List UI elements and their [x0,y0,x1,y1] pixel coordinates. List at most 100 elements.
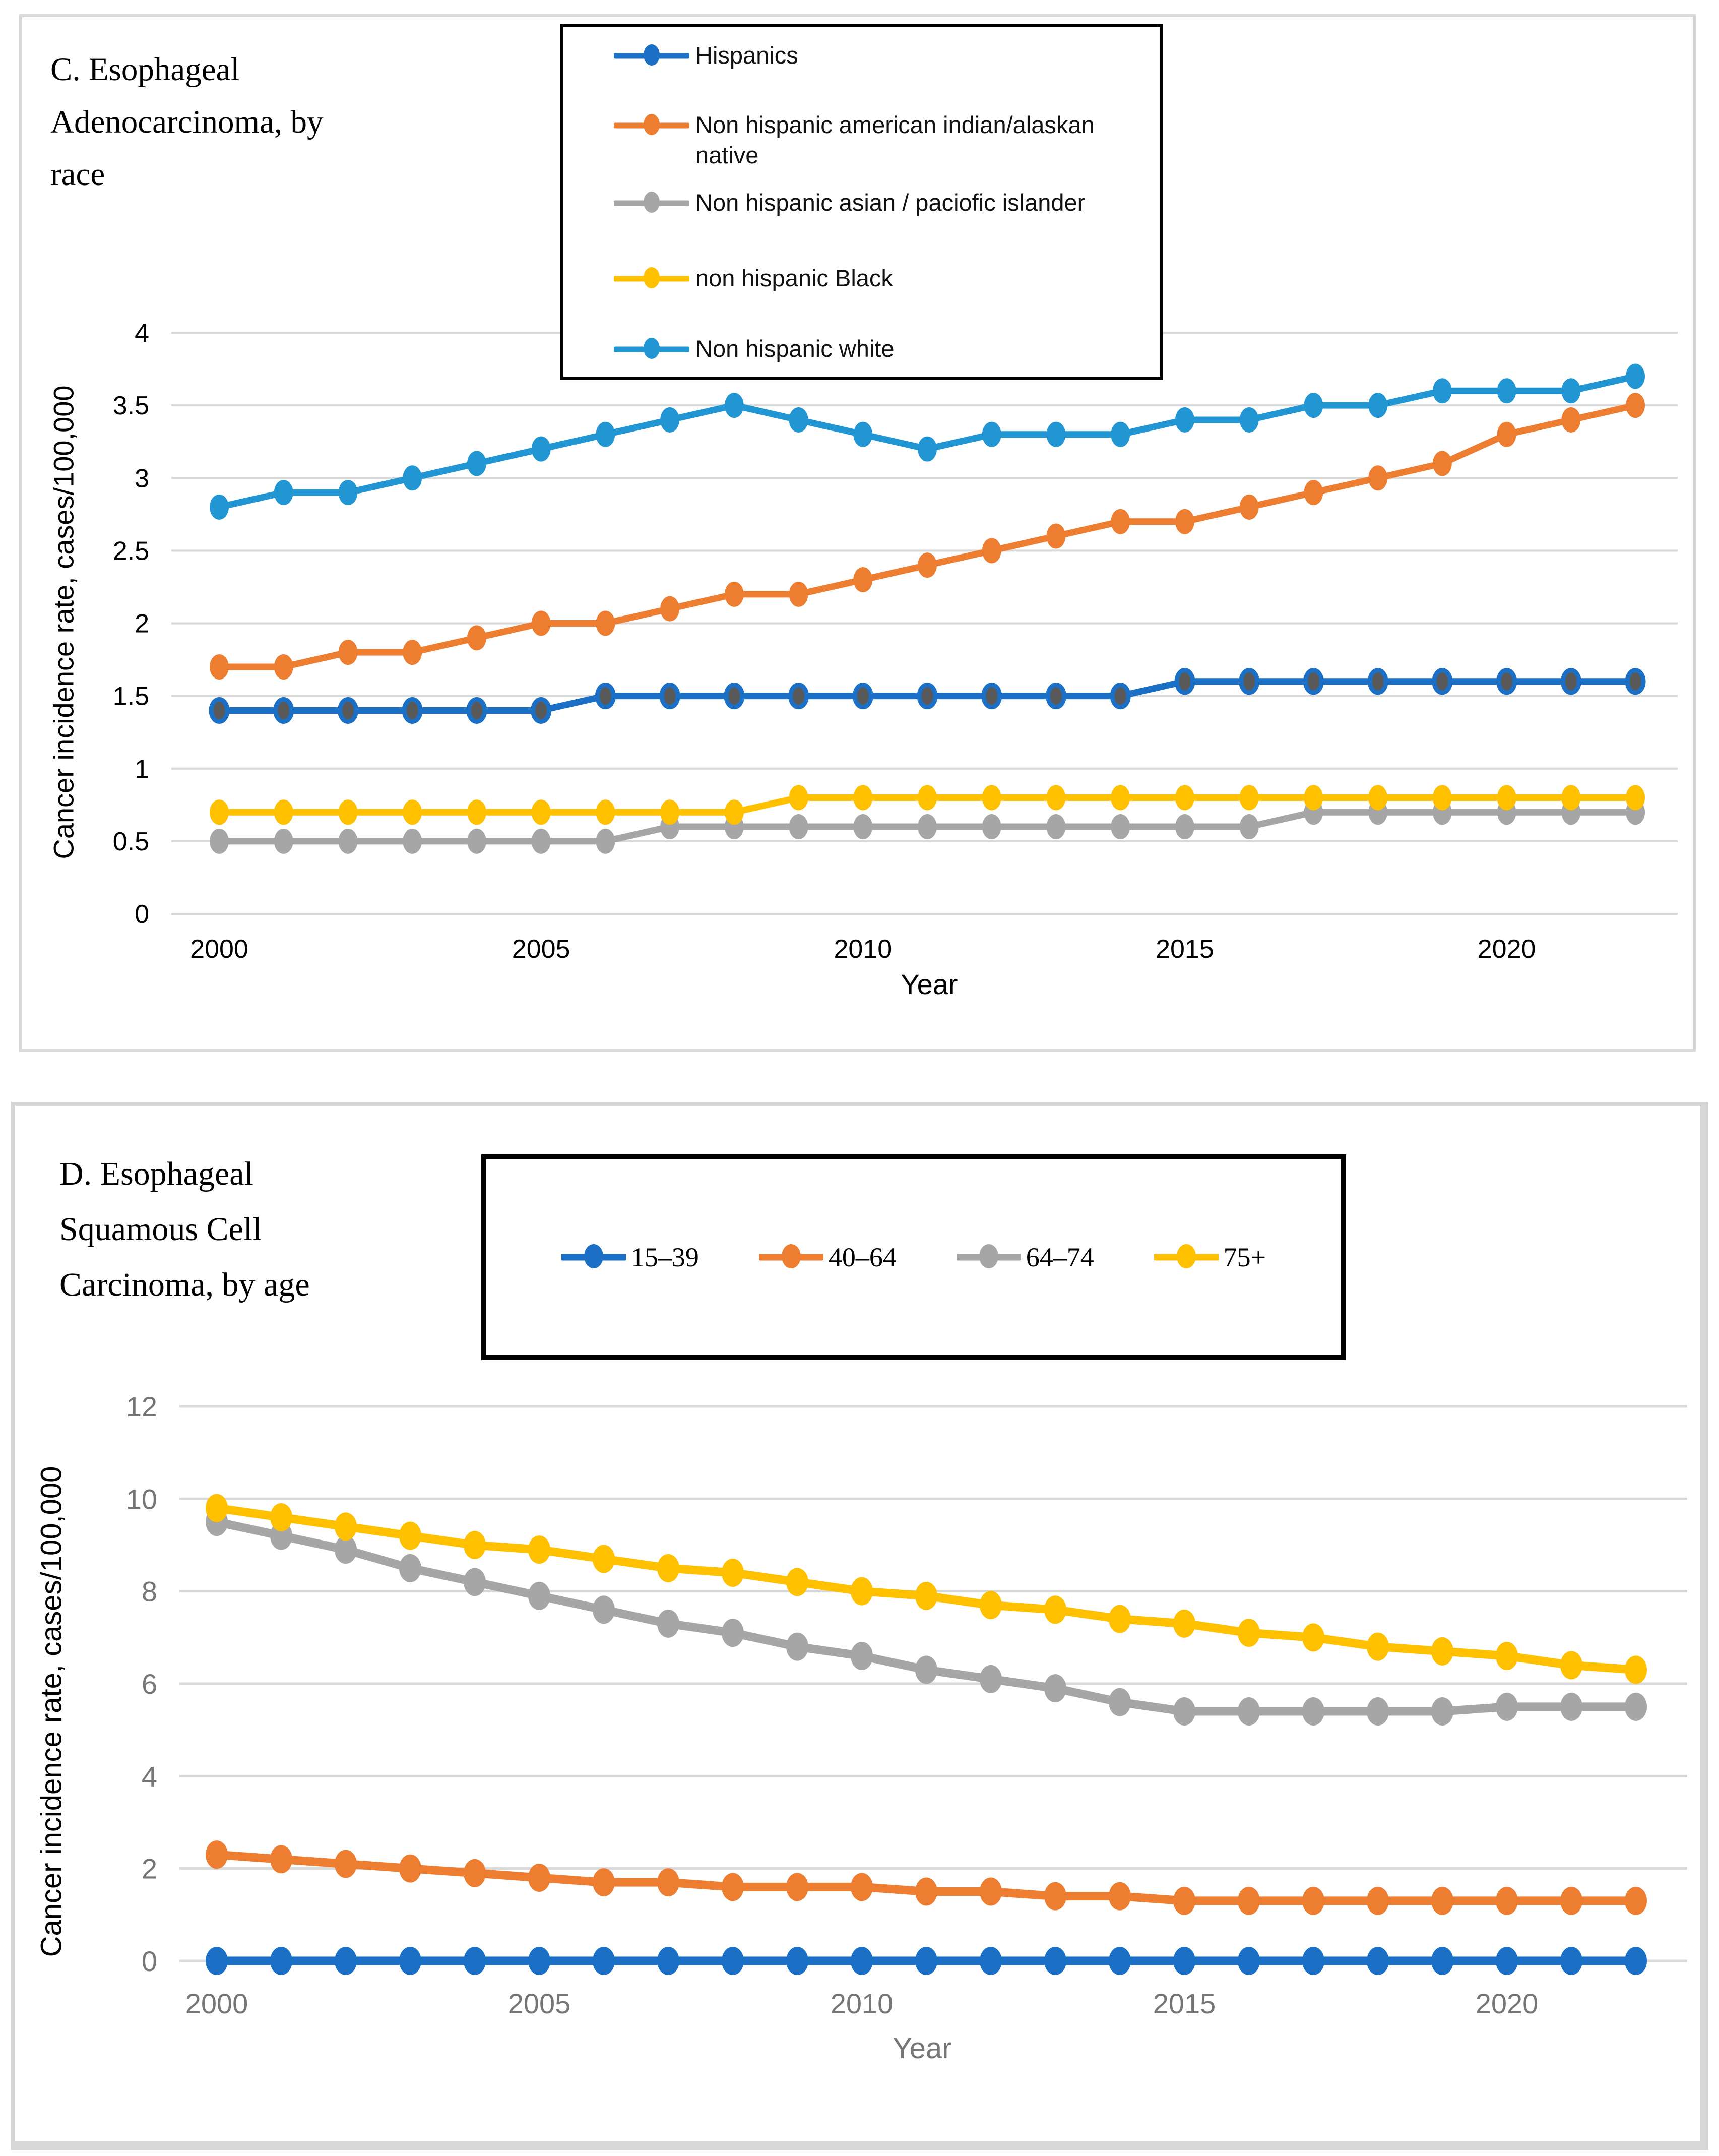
data-point [1304,785,1323,811]
title-line: Adenocarcinoma, by [50,104,324,140]
data-point [1560,1692,1582,1721]
data-point [467,828,486,854]
adenocarcinoma-line-chart: 0 0.5 1 1.5 2 2.5 3 3.5 4 2000 2005 2010 2015 2020 [113,319,1678,964]
x-tick-label: 2005 [508,1988,571,2019]
data-point [660,407,680,433]
data-point [1626,785,1645,811]
data-point [595,683,616,710]
data-point [1625,1886,1647,1915]
data-point [1046,421,1066,447]
data-point [915,1581,937,1610]
data-point [724,581,744,607]
data-point [1046,814,1066,840]
data-point [402,697,423,724]
squamous-cell-line-chart: 0 2 4 6 8 10 12 2000 2005 2010 2015 2020 [126,1391,1687,2019]
x-tick-label: 2015 [1156,935,1214,964]
data-point [274,480,293,506]
data-point [1560,1651,1582,1680]
legend-label: non hispanic Black [695,265,893,291]
y-tick-label: 0.5 [113,827,149,856]
data-point [1238,1697,1260,1726]
data-point [464,1859,486,1887]
x-axis-tick-labels: 2000 2005 2010 2015 2020 [185,1988,1539,2019]
data-point [1626,363,1645,389]
y-tick-label: 1 [135,755,149,784]
data-point [210,799,229,825]
x-tick-label: 2010 [834,935,892,964]
data-point [1110,683,1131,710]
data-point [270,1947,292,1975]
data-point [1367,668,1388,695]
data-point [1044,1947,1066,1975]
data-point [1431,1637,1453,1666]
data-point [335,1947,357,1975]
data-point [1044,1595,1066,1624]
data-point [1304,393,1323,418]
data-point [1109,1882,1131,1911]
data-point [722,1947,744,1975]
data-point [786,1873,808,1901]
title-line: D. Esophageal [59,1155,253,1192]
data-point [335,1512,357,1541]
legend-item-64-74: 64–74 [956,1241,1094,1273]
data-point [786,1568,808,1596]
legend-item-non-hispanic-american-indian-alaskan-native: Non hispanic american indian/alaskan nat… [614,110,1154,170]
legend-marker-icon [614,192,689,213]
data-point [1238,1619,1260,1647]
legend-marker-icon [1154,1244,1219,1268]
data-point [1625,1947,1647,1975]
data-point [722,1559,744,1587]
y-tick-label: 6 [142,1668,157,1700]
y-tick-label: 3.5 [113,391,149,420]
data-point [657,1868,679,1897]
data-point [788,683,809,710]
data-point [1175,407,1194,433]
data-point [1302,1623,1324,1652]
data-point [1238,1947,1260,1975]
legend-marker-icon [956,1244,1021,1268]
data-point [1302,1886,1324,1915]
data-point [210,654,229,680]
y-tick-label: 10 [126,1483,157,1515]
data-point [274,654,293,680]
data-point [980,1665,1002,1693]
series-64-74 [206,1508,1647,1726]
data-point [1368,785,1388,811]
data-point [1497,421,1516,447]
data-point [335,1850,357,1878]
data-point [531,799,551,825]
data-point [657,1947,679,1975]
data-point [528,1864,550,1892]
data-point [918,785,937,811]
legend-marker-icon [614,267,689,288]
data-point [786,1632,808,1661]
data-point [851,1947,873,1975]
series-non-hispanic-black [210,785,1645,825]
y-tick-label: 3 [135,464,149,493]
data-point [657,1609,679,1638]
data-point [1368,465,1388,491]
data-point [1431,1697,1453,1726]
chart-d-title: D. Esophageal Squamous Cell Carcinoma, by … [59,1146,503,1313]
data-point [915,1877,937,1906]
data-point [531,436,551,462]
data-point [851,1642,873,1670]
series-hispanics [209,668,1646,724]
data-point [980,1877,1002,1906]
data-point [399,1947,421,1975]
data-point [1496,1642,1518,1670]
legend-item-40-64: 40–64 [758,1241,897,1273]
data-point [274,799,293,825]
x-tick-label: 2000 [190,935,248,964]
data-point [270,1503,292,1531]
data-point [1109,1947,1131,1975]
data-point [464,1947,486,1975]
y-axis-tick-labels: 0 0.5 1 1.5 2 2.5 3 3.5 4 [113,319,149,929]
data-point [1497,378,1516,404]
data-point [399,1521,421,1550]
data-point [660,596,680,622]
data-point [982,814,1001,840]
data-point [1496,1947,1518,1975]
data-point [467,799,486,825]
